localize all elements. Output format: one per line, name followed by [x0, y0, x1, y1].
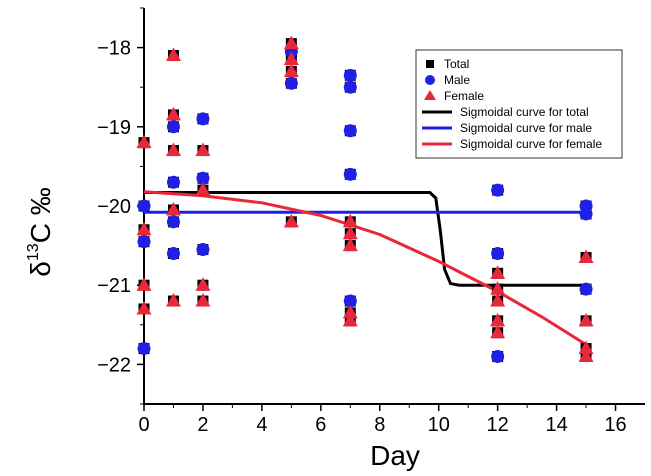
point-female: [283, 51, 299, 65]
point-male: [137, 235, 151, 249]
y-axis-title: δ13C ‰: [25, 187, 56, 276]
curve-female: [143, 190, 587, 346]
point-female: [136, 134, 152, 149]
x-tick-label: 4: [256, 414, 267, 436]
legend-marker-male: [425, 75, 435, 85]
x-tick-label: 6: [315, 414, 326, 436]
point-female: [195, 182, 211, 196]
point-female: [490, 312, 506, 327]
x-tick-label: 8: [374, 414, 385, 436]
x-tick-label: 10: [428, 414, 450, 436]
point-female: [578, 312, 594, 327]
x-tick-label: 2: [197, 414, 208, 436]
point-male: [343, 68, 357, 82]
point-male: [166, 247, 180, 261]
y-tick-label: −18: [97, 38, 131, 60]
x-tick-label: 12: [487, 414, 509, 436]
point-male: [343, 167, 357, 181]
point-female: [342, 213, 358, 228]
fitted-curves: [143, 190, 587, 346]
point-female: [195, 277, 211, 291]
point-female: [165, 142, 181, 157]
point-female: [165, 201, 181, 216]
y-tick-label: −21: [97, 275, 131, 297]
y-tick-label: −20: [97, 196, 131, 218]
point-male: [137, 342, 151, 356]
legend-marker-female: [424, 90, 436, 100]
point-male: [343, 294, 357, 308]
point-female: [283, 213, 299, 228]
point-female: [283, 63, 299, 77]
curve-total: [144, 191, 587, 287]
data-points: [136, 35, 594, 363]
point-female: [578, 340, 594, 355]
point-female: [342, 304, 358, 319]
point-male: [196, 171, 210, 185]
point-male: [166, 175, 180, 189]
point-female: [165, 293, 181, 307]
y-axis-title-rest: C ‰: [25, 187, 56, 243]
point-female: [490, 324, 506, 339]
y-tick-label: −22: [97, 354, 131, 376]
point-female: [490, 265, 506, 279]
legend-box: [415, 49, 623, 159]
legend-label-female: Female: [444, 89, 484, 103]
point-female: [165, 106, 181, 121]
point-male: [284, 76, 298, 90]
point-male: [166, 215, 180, 229]
y-tick-label: −19: [97, 117, 131, 139]
legend-label-curve-total: Sigmoidal curve for total: [460, 105, 589, 119]
point-male: [491, 247, 505, 261]
y-axis-title-superscript: 13: [25, 243, 42, 261]
y-axis-title-delta: δ: [25, 261, 56, 277]
point-female: [195, 293, 211, 307]
point-male: [579, 282, 593, 296]
point-male: [196, 112, 210, 126]
legend-label-male: Male: [444, 73, 470, 87]
legend: Total Male Female Sigmoidal curve for total…: [415, 49, 623, 159]
point-female: [136, 300, 152, 315]
point-male: [166, 120, 180, 134]
x-axis-title: Day: [370, 440, 420, 471]
point-female: [136, 221, 152, 236]
point-male: [579, 207, 593, 221]
legend-label-total: Total: [444, 57, 469, 71]
point-female: [578, 249, 594, 263]
point-female: [342, 225, 358, 240]
point-female: [578, 348, 594, 362]
x-tick-label: 14: [545, 414, 567, 436]
point-male: [343, 124, 357, 138]
point-female: [490, 293, 506, 307]
point-male: [491, 349, 505, 363]
legend-label-curve-male: Sigmoidal curve for male: [460, 121, 592, 135]
axes: 0 2 4 6 8 10 12 14 16 −22 −21 −20 −19 −18: [97, 7, 645, 436]
legend-label-curve-female: Sigmoidal curve for female: [460, 137, 602, 151]
x-tick-label: 16: [604, 414, 626, 436]
point-male: [196, 243, 210, 257]
point-female: [195, 142, 211, 157]
point-female: [136, 277, 152, 291]
point-female: [342, 312, 358, 327]
point-female: [283, 35, 299, 50]
point-male: [491, 183, 505, 197]
point-female: [342, 237, 358, 252]
legend-marker-total: [426, 60, 434, 68]
point-female: [490, 281, 506, 295]
point-male: [343, 80, 357, 94]
x-tick-label: 0: [138, 414, 149, 436]
point-female: [165, 47, 181, 62]
point-male: [137, 199, 151, 213]
